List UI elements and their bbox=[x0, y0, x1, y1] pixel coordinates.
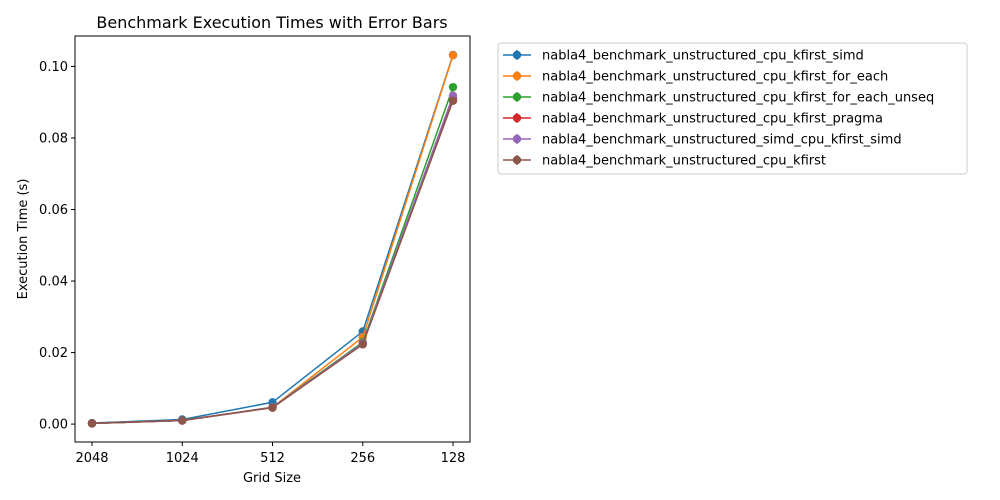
x-tick-label: 512 bbox=[260, 451, 285, 466]
legend-marker bbox=[512, 113, 522, 123]
x-axis: 2048 1024 512 256 128 bbox=[75, 442, 465, 466]
legend-label: nabla4_benchmark_unstructured_cpu_kfirst… bbox=[542, 70, 888, 85]
y-tick-label: 0.06 bbox=[39, 203, 68, 218]
x-tick-label: 256 bbox=[350, 451, 375, 466]
legend: nabla4_benchmark_unstructured_cpu_kfirst… bbox=[497, 42, 968, 175]
legend-item: nabla4_benchmark_unstructured_cpu_kfirst… bbox=[503, 112, 883, 127]
legend-label: nabla4_benchmark_unstructured_cpu_kfirst… bbox=[542, 49, 864, 64]
legend-item: nabla4_benchmark_unstructured_cpu_kfirst… bbox=[503, 70, 888, 85]
data-point bbox=[87, 419, 97, 428]
y-tick-label: 0.00 bbox=[39, 418, 68, 433]
legend-marker bbox=[512, 71, 522, 81]
data-point bbox=[448, 96, 458, 105]
series-6 bbox=[87, 96, 458, 428]
legend-label: nabla4_benchmark_unstructured_cpu_kfirst bbox=[542, 154, 826, 169]
legend-marker bbox=[512, 92, 522, 102]
data-point bbox=[448, 82, 458, 92]
legend-label: nabla4_benchmark_unstructured_cpu_kfirst… bbox=[542, 112, 883, 127]
legend-item: nabla4_benchmark_unstructured_cpu_kfirst… bbox=[503, 49, 864, 64]
y-tick-label: 0.08 bbox=[39, 131, 68, 146]
legend-item: nabla4_benchmark_unstructured_simd_cpu_k… bbox=[503, 133, 902, 148]
plot-area bbox=[87, 50, 458, 428]
legend-marker bbox=[512, 155, 522, 165]
legend-marker bbox=[512, 134, 522, 144]
y-axis: 0.00 0.02 0.04 0.06 0.08 0.10 bbox=[39, 60, 75, 433]
x-tick-label: 2048 bbox=[75, 451, 108, 466]
data-point bbox=[448, 51, 458, 60]
y-tick-label: 0.02 bbox=[39, 346, 68, 361]
x-axis-label: Grid Size bbox=[243, 471, 301, 486]
data-point bbox=[268, 403, 277, 412]
legend-label: nabla4_benchmark_unstructured_simd_cpu_k… bbox=[542, 133, 902, 148]
legend-item: nabla4_benchmark_unstructured_cpu_kfirst bbox=[503, 154, 826, 169]
y-tick-label: 0.10 bbox=[39, 60, 68, 75]
legend-marker bbox=[512, 50, 522, 60]
x-tick-label: 1024 bbox=[166, 451, 199, 466]
y-axis-label: Execution Time (s) bbox=[16, 179, 31, 300]
legend-label: nabla4_benchmark_unstructured_cpu_kfirst… bbox=[542, 91, 934, 106]
data-point bbox=[358, 340, 367, 349]
chart-title: Benchmark Execution Times with Error Bar… bbox=[96, 13, 447, 32]
y-tick-label: 0.04 bbox=[39, 275, 68, 290]
x-tick-label: 128 bbox=[441, 451, 466, 466]
legend-frame bbox=[497, 42, 968, 175]
legend-item: nabla4_benchmark_unstructured_cpu_kfirst… bbox=[503, 91, 934, 106]
data-point bbox=[178, 416, 187, 425]
